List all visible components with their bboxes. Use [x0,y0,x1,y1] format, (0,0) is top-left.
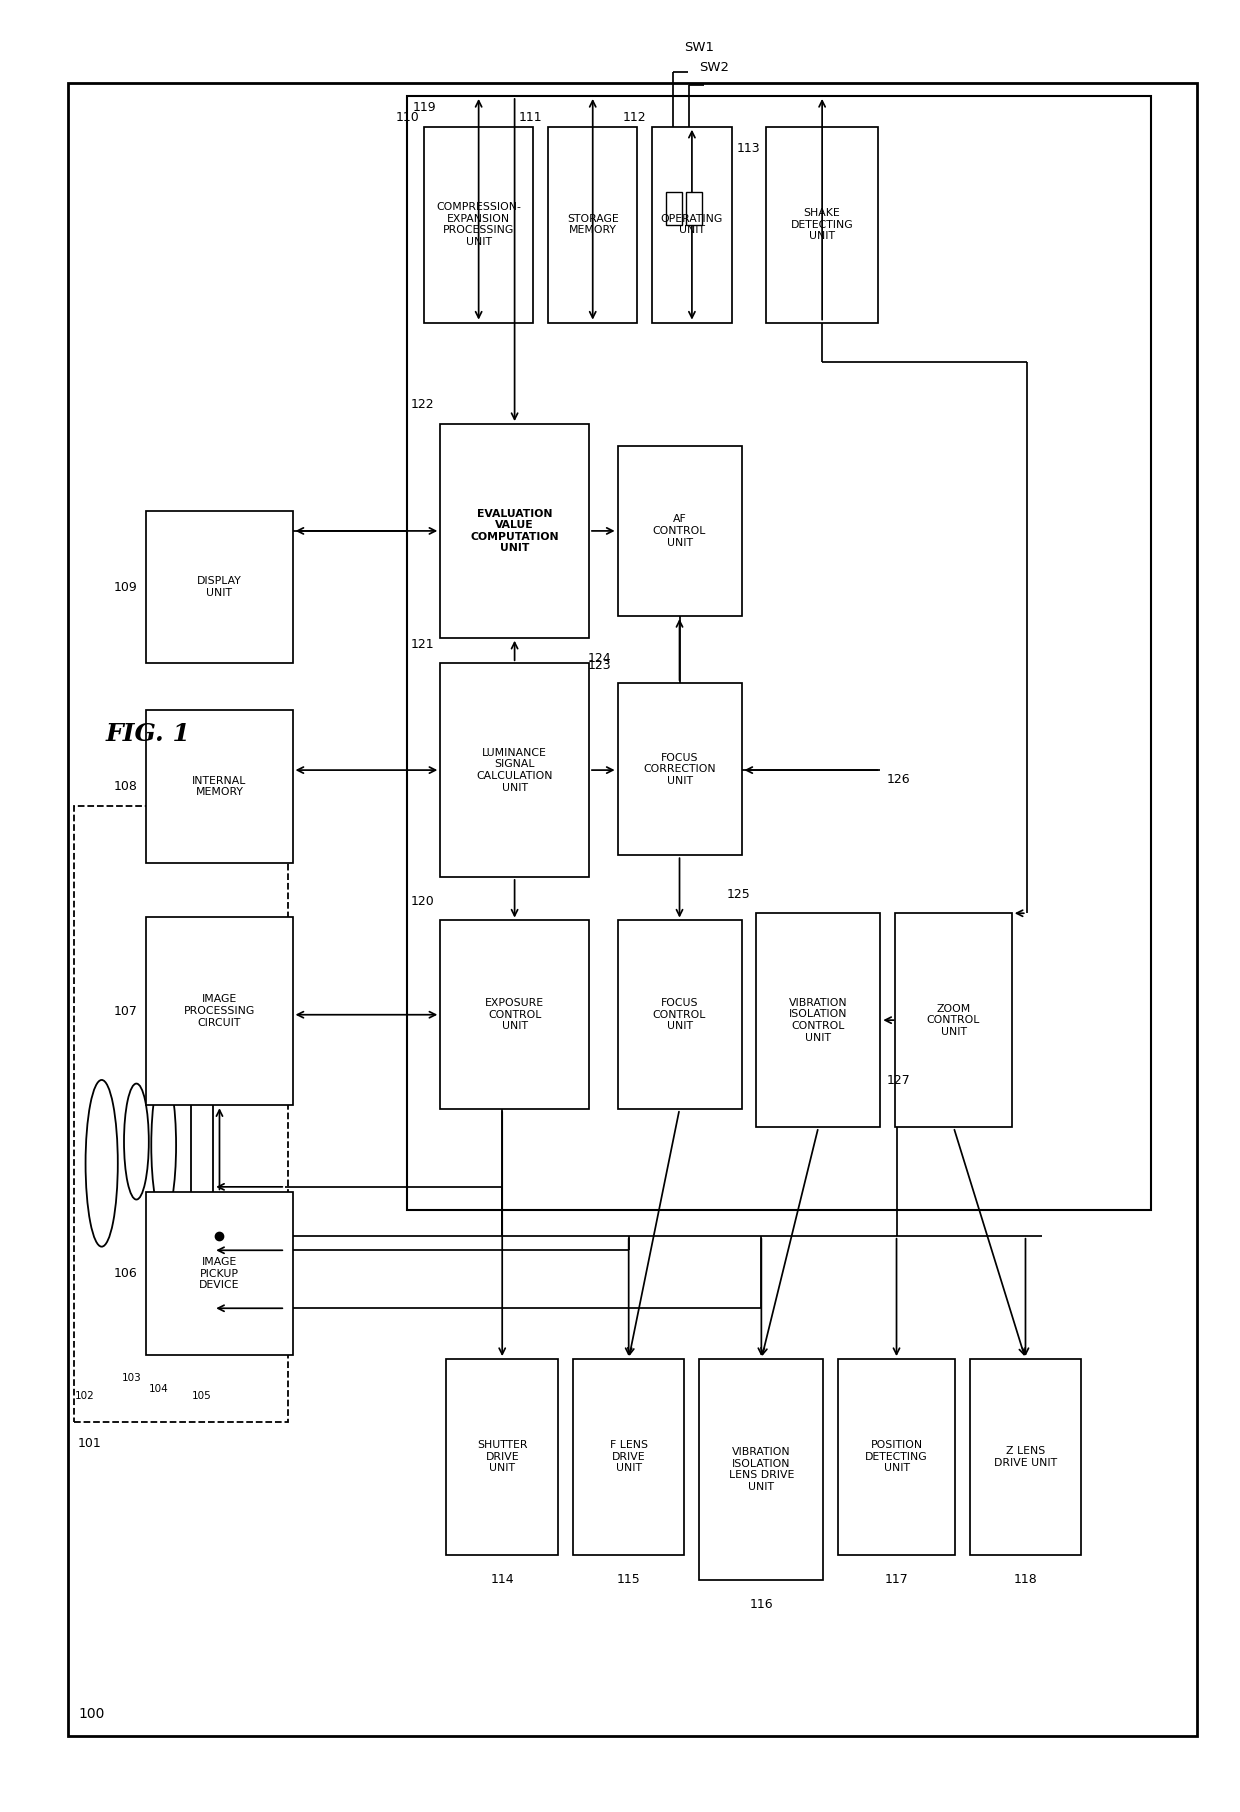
Text: SHUTTER
DRIVE
UNIT: SHUTTER DRIVE UNIT [477,1441,527,1473]
Bar [618,683,742,855]
Text: 116: 116 [749,1598,774,1611]
Text: VIBRATION
ISOLATION
LENS DRIVE
UNIT: VIBRATION ISOLATION LENS DRIVE UNIT [729,1448,794,1491]
Text: INTERNAL
MEMORY: INTERNAL MEMORY [192,776,247,797]
Text: 106: 106 [114,1267,138,1281]
Text: 102: 102 [74,1392,94,1401]
Bar [686,192,702,225]
Text: 110: 110 [396,111,419,125]
Text: VIBRATION
ISOLATION
CONTROL
UNIT: VIBRATION ISOLATION CONTROL UNIT [789,998,848,1042]
Text: 117: 117 [884,1573,909,1586]
Bar [838,1359,955,1555]
Text: 107: 107 [114,1004,138,1018]
Ellipse shape [86,1080,118,1247]
Text: 105: 105 [192,1392,212,1401]
Text: IMAGE
PROCESSING
CIRCUIT: IMAGE PROCESSING CIRCUIT [184,995,255,1027]
Bar [146,917,293,1105]
Bar [424,127,533,323]
Text: FOCUS
CORRECTION
UNIT: FOCUS CORRECTION UNIT [644,752,715,786]
Text: EVALUATION
VALUE
COMPUTATION
UNIT: EVALUATION VALUE COMPUTATION UNIT [470,509,559,553]
Bar [440,920,589,1109]
Text: 120: 120 [410,895,434,908]
Bar [699,1359,823,1580]
Text: 126: 126 [887,772,910,786]
Bar [74,806,288,1422]
Text: 112: 112 [622,111,646,125]
Text: 124: 124 [588,652,611,665]
Text: 101: 101 [78,1437,102,1450]
Text: LUMINANCE
SIGNAL
CALCULATION
UNIT: LUMINANCE SIGNAL CALCULATION UNIT [476,748,553,792]
Text: 108: 108 [114,779,138,794]
Text: 125: 125 [727,888,750,901]
Text: SHAKE
DETECTING
UNIT: SHAKE DETECTING UNIT [791,208,853,241]
Text: 115: 115 [616,1573,641,1586]
Text: FOCUS
CONTROL
UNIT: FOCUS CONTROL UNIT [652,998,707,1031]
Text: 119: 119 [413,101,436,114]
Text: SW1: SW1 [684,40,714,54]
Text: 104: 104 [149,1384,169,1393]
Text: F LENS
DRIVE
UNIT: F LENS DRIVE UNIT [610,1441,647,1473]
Text: OPERATING
UNIT: OPERATING UNIT [661,214,723,236]
Text: 121: 121 [410,638,434,651]
Bar [146,710,293,863]
Text: 122: 122 [410,399,434,411]
Ellipse shape [151,1073,176,1218]
Text: STORAGE
MEMORY: STORAGE MEMORY [567,214,619,236]
Bar [756,913,880,1127]
Bar [548,127,637,323]
Text: EXPOSURE
CONTROL
UNIT: EXPOSURE CONTROL UNIT [485,998,544,1031]
Bar [666,192,682,225]
Text: 113: 113 [737,141,760,156]
Text: IMAGE
PICKUP
DEVICE: IMAGE PICKUP DEVICE [200,1258,239,1290]
Text: POSITION
DETECTING
UNIT: POSITION DETECTING UNIT [866,1441,928,1473]
Text: FIG. 1: FIG. 1 [105,721,190,747]
Bar [618,446,742,616]
Bar [146,1192,293,1355]
Ellipse shape [124,1084,149,1200]
Bar [440,663,589,877]
Text: SW2: SW2 [699,60,729,74]
Text: AF
CONTROL
UNIT: AF CONTROL UNIT [652,515,707,547]
Text: 111: 111 [518,111,542,125]
Bar [895,913,1012,1127]
Text: Z LENS
DRIVE UNIT: Z LENS DRIVE UNIT [994,1446,1056,1468]
Text: 103: 103 [122,1373,141,1383]
Bar [191,1062,213,1210]
Bar [446,1359,558,1555]
Bar [652,127,732,323]
Bar [618,920,742,1109]
Text: COMPRESSION-
EXPANSION
PROCESSING
UNIT: COMPRESSION- EXPANSION PROCESSING UNIT [436,203,521,246]
Text: ZOOM
CONTROL
UNIT: ZOOM CONTROL UNIT [926,1004,981,1036]
Bar [407,96,1151,1210]
Text: 100: 100 [78,1707,104,1721]
Bar [766,127,878,323]
Bar [146,511,293,663]
Text: 109: 109 [114,580,138,594]
Text: DISPLAY
UNIT: DISPLAY UNIT [197,576,242,598]
Text: 114: 114 [490,1573,515,1586]
Text: 127: 127 [887,1075,910,1087]
Bar [440,424,589,638]
Bar [573,1359,684,1555]
Text: 123: 123 [588,660,611,672]
Text: 118: 118 [1013,1573,1038,1586]
Bar [970,1359,1081,1555]
